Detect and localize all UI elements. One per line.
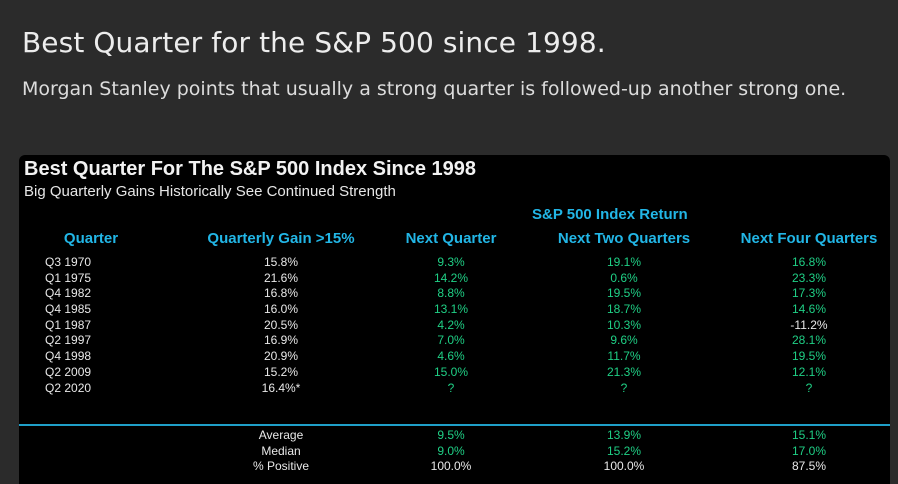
table-title: Best Quarter For The S&P 500 Index Since… [24, 158, 477, 180]
column-headers: Quarter Quarterly Gain >15% Next Quarter… [19, 230, 890, 250]
table-row: Q4 1985 16.0% 13.1% 18.7% 14.6% [19, 302, 890, 318]
cell-gain: 16.4%* [261, 380, 301, 395]
post-title: Best Quarter for the S&P 500 since 1998. [22, 26, 606, 59]
summary-rows: Average 9.5% 13.9% 15.1% Median 9.0% 15.… [19, 428, 890, 475]
cell-next: 8.8% [437, 286, 465, 301]
table-row: Q2 2020 16.4%* ? ? ? [19, 381, 890, 397]
cell-quarter: Q3 1970 [45, 255, 92, 269]
table-row: Q2 2009 15.2% 15.0% 21.3% 12.1% [19, 365, 890, 381]
cell-quarter: Q4 1998 [45, 349, 92, 364]
cell-next: 4.2% [437, 317, 465, 332]
cell-quarter: Q2 1997 [45, 333, 92, 348]
group-header: S&P 500 Index Return [532, 206, 688, 223]
cell-next: 14.2% [433, 270, 469, 285]
cell-two: 9.6% [610, 333, 638, 348]
cell-four: ? [805, 380, 813, 395]
summary-row-average: Average 9.5% 13.9% 15.1% [19, 428, 890, 444]
summary-label: Average [258, 428, 304, 442]
cell-gain: 15.8% [263, 255, 299, 269]
table-row: Q4 1982 16.8% 8.8% 19.5% 17.3% [19, 286, 890, 302]
cell-gain: 16.8% [263, 286, 299, 301]
cell-gain: 15.2% [263, 364, 299, 379]
summary-next: 9.0% [437, 443, 465, 458]
cell-quarter: Q1 1987 [45, 317, 92, 332]
table-row: Q2 1997 16.9% 7.0% 9.6% 28.1% [19, 333, 890, 349]
summary-row-median: Median 9.0% 15.2% 17.0% [19, 444, 890, 460]
cell-gain: 16.9% [263, 333, 299, 348]
cell-next: 13.1% [433, 302, 469, 317]
cell-next: 15.0% [433, 364, 469, 379]
cell-gain: 16.0% [263, 302, 299, 317]
post-description: Morgan Stanley points that usually a str… [22, 78, 847, 100]
summary-row-positive: % Positive 100.0% 100.0% 87.5% [19, 459, 890, 475]
cell-quarter: Q2 2020 [45, 380, 92, 395]
cell-two: 21.3% [606, 364, 642, 379]
summary-two: 100.0% [603, 459, 645, 474]
col-header-next: Next Quarter [405, 230, 497, 247]
cell-two: 19.5% [606, 286, 642, 301]
summary-four: 17.0% [791, 443, 827, 458]
cell-quarter: Q4 1982 [45, 286, 92, 301]
summary-label: Median [261, 443, 301, 458]
cell-four: 17.3% [791, 286, 827, 301]
cell-next: ? [447, 380, 455, 395]
cell-two: 11.7% [607, 349, 641, 364]
summary-label: % Positive [252, 459, 310, 474]
cell-next: 9.3% [437, 255, 465, 269]
table-subtitle: Big Quarterly Gains Historically See Con… [24, 183, 396, 200]
cell-quarter: Q4 1985 [45, 302, 92, 317]
cell-gain: 21.6% [263, 270, 299, 285]
cell-two: 18.7% [606, 302, 642, 317]
cell-two: 0.6% [610, 270, 638, 285]
table-row: Q1 1987 20.5% 4.2% 10.3% -11.2% [19, 318, 890, 334]
cell-two: 19.1% [606, 255, 642, 269]
cell-four: 19.5% [791, 349, 827, 364]
cell-four: 23.3% [791, 270, 827, 285]
cell-four: 12.1% [791, 364, 827, 379]
table-row: Q1 1975 21.6% 14.2% 0.6% 23.3% [19, 271, 890, 287]
summary-divider [19, 424, 890, 426]
cell-quarter: Q2 2009 [45, 364, 92, 379]
cell-next: 4.6% [437, 349, 465, 364]
table-body: Q3 1970 15.8% 9.3% 19.1% 16.8% Q1 1975 2… [19, 255, 890, 396]
summary-four: 87.5% [791, 459, 827, 474]
cell-two: ? [620, 380, 628, 395]
cell-quarter: Q1 1975 [45, 270, 92, 285]
table-row: Q4 1998 20.9% 4.6% 11.7% 19.5% [19, 349, 890, 365]
col-header-four: Next Four Quarters [740, 230, 878, 247]
col-header-gain: Quarterly Gain >15% [207, 230, 355, 247]
cell-gain: 20.5% [263, 317, 299, 332]
summary-next: 100.0% [430, 459, 472, 474]
cell-four: 28.1% [791, 333, 827, 348]
summary-two: 13.9% [606, 428, 642, 442]
cell-gain: 20.9% [263, 349, 299, 364]
table-row: Q3 1970 15.8% 9.3% 19.1% 16.8% [19, 255, 890, 271]
summary-two: 15.2% [606, 443, 642, 458]
cell-four: -11.2% [790, 317, 828, 332]
cell-four: 16.8% [791, 255, 827, 269]
cell-two: 10.3% [606, 317, 642, 332]
returns-table-image: Best Quarter For The S&P 500 Index Since… [19, 155, 890, 484]
col-header-two: Next Two Quarters [557, 230, 691, 247]
cell-next: 7.0% [437, 333, 465, 348]
summary-four: 15.1% [791, 428, 827, 442]
summary-next: 9.5% [437, 428, 465, 442]
col-header-quarter: Quarter [63, 230, 119, 247]
cell-four: 14.6% [791, 302, 827, 317]
